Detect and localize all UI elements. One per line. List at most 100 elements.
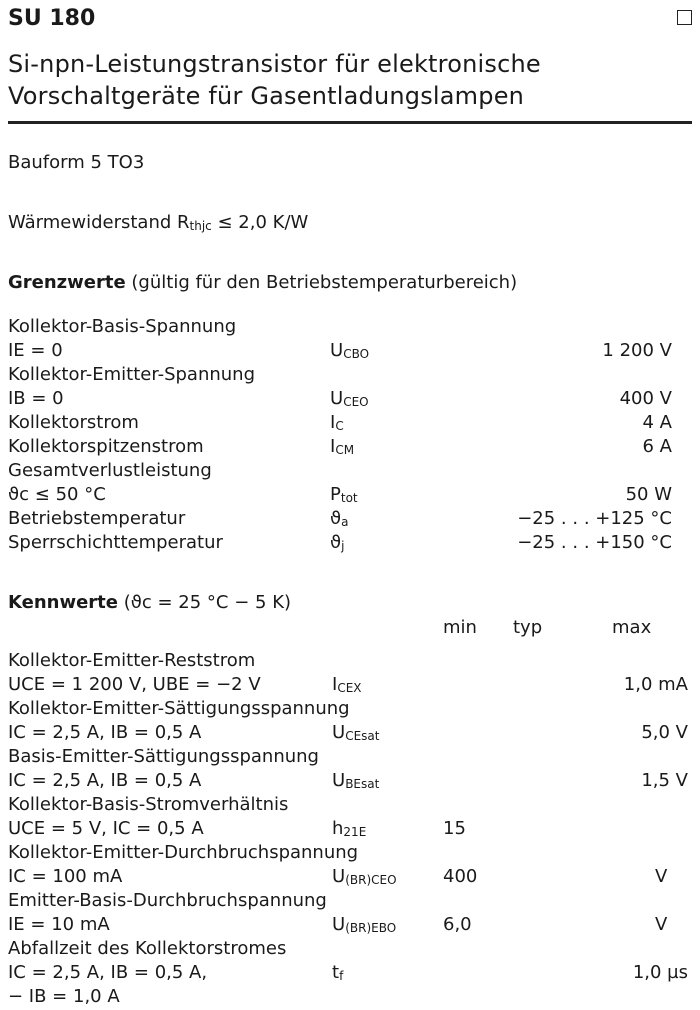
row-label: Betriebstemperatur xyxy=(8,508,186,529)
table-row: Kollektorspitzenstrom ICM 6 A xyxy=(0,436,700,460)
symbol: IC xyxy=(330,412,344,433)
value: 400 V xyxy=(619,388,672,409)
value: 6 A xyxy=(642,436,673,457)
page-title: SU 180 xyxy=(8,6,96,31)
note: (ϑc = 25 °C − 5 K) xyxy=(118,592,292,613)
row-label: Gesamtverlustleistung xyxy=(8,460,212,481)
symbol-subscript: CEsat xyxy=(345,729,380,743)
row-label: IB = 0 xyxy=(8,388,64,409)
min-value: 15 xyxy=(443,818,466,839)
symbol-main: U xyxy=(330,388,344,409)
unit: V xyxy=(655,866,668,887)
symbol-subscript: C xyxy=(335,419,344,433)
symbol: U(BR)EBO xyxy=(332,914,396,935)
symbol-main: U xyxy=(330,340,344,361)
symbol: Ptot xyxy=(330,484,358,505)
max-value: 1,0 mA xyxy=(623,674,688,695)
kennwerte-heading: Kennwerte (ϑc = 25 °C − 5 K) xyxy=(8,592,291,613)
symbol-main: U xyxy=(332,722,346,743)
subtitle-line-2: Vorschaltgeräte für Gasentladungslampen xyxy=(8,82,525,110)
row-label: Kollektorstrom xyxy=(8,412,139,433)
subtitle-line-1: Si-npn-Leistungstransistor für elektroni… xyxy=(8,50,541,78)
note: (gültig für den Betriebstemperaturbereic… xyxy=(125,272,518,293)
row-label: IE = 0 xyxy=(8,340,63,361)
row-label: UCE = 1 200 V, UBE = −2 V xyxy=(8,674,261,695)
max-value: 1,5 V xyxy=(641,770,688,791)
waermewiderstand: Wärmewiderstand Rthjc ≤ 2,0 K/W xyxy=(8,212,308,233)
symbol: UCEsat xyxy=(332,722,379,743)
row-label: IC = 2,5 A, IB = 0,5 A xyxy=(8,722,202,743)
symbol: UCEO xyxy=(330,388,369,409)
bauform: Bauform 5 TO3 xyxy=(8,152,145,173)
value: −25 . . . +150 °C xyxy=(517,532,672,553)
table-row: Kollektor-Basis-Stromverhältnis xyxy=(0,794,700,818)
row-label: Kollektor-Basis-Spannung xyxy=(8,316,237,337)
row-label: Kollektor-Emitter-Durchbruchspannung xyxy=(8,842,359,863)
symbol: UCBO xyxy=(330,340,369,361)
symbol: ICM xyxy=(330,436,354,457)
value: −25 . . . +125 °C xyxy=(517,508,672,529)
symbol-subscript: a xyxy=(341,515,349,529)
symbol: ICEX xyxy=(332,674,362,695)
symbol-subscript: 21E xyxy=(343,825,367,839)
row-label: Basis-Emitter-Sättigungsspannung xyxy=(8,746,319,767)
symbol-subscript: CEO xyxy=(343,395,369,409)
symbol-subscript: (BR)EBO xyxy=(345,921,397,935)
table-row: Kollektor-Emitter-Spannung xyxy=(0,364,700,388)
row-label: Kollektor-Emitter-Spannung xyxy=(8,364,256,385)
symbol: ϑa xyxy=(330,508,349,529)
heading: Kennwerte xyxy=(8,592,118,613)
symbol: U(BR)CEO xyxy=(332,866,397,887)
table-row: Kollektor-Emitter-Sättigungsspannung xyxy=(0,698,700,722)
table-row: Emitter-Basis-Durchbruchspannung xyxy=(0,890,700,914)
value: 50 W xyxy=(625,484,672,505)
table-row: UCE = 5 V, IC = 0,5 A h21E 15 xyxy=(0,818,700,842)
row-label: UCE = 5 V, IC = 0,5 A xyxy=(8,818,204,839)
symbol-subscript: f xyxy=(339,969,344,983)
symbol: ϑj xyxy=(330,532,345,553)
symbol-main: ϑ xyxy=(330,508,342,529)
table-row: IE = 0 UCBO 1 200 V xyxy=(0,340,700,364)
table-row: Abfallzeit des Kollektorstromes xyxy=(0,938,700,962)
table-row: IC = 2,5 A, IB = 0,5 A, tf 1,0 µs xyxy=(0,962,700,986)
subscript: thjc xyxy=(189,219,212,233)
row-label: IC = 2,5 A, IB = 0,5 A xyxy=(8,770,202,791)
symbol-subscript: BEsat xyxy=(345,777,380,791)
divider xyxy=(8,121,692,124)
table-row: Kollektor-Emitter-Durchbruchspannung xyxy=(0,842,700,866)
symbol-main: h xyxy=(332,818,344,839)
row-label: IC = 2,5 A, IB = 0,5 A, xyxy=(8,962,208,983)
label: Wärmewiderstand R xyxy=(8,212,190,233)
symbol: h21E xyxy=(332,818,366,839)
col-max: max xyxy=(612,617,652,638)
row-label: IC = 100 mA xyxy=(8,866,123,887)
row-label: Emitter-Basis-Durchbruchspannung xyxy=(8,890,327,911)
symbol-main: P xyxy=(330,484,341,505)
unit: V xyxy=(655,914,668,935)
symbol-subscript: tot xyxy=(340,491,358,505)
symbol-subscript: CBO xyxy=(343,347,370,361)
table-row: Gesamtverlustleistung xyxy=(0,460,700,484)
value: 1 200 V xyxy=(602,340,672,361)
value: ≤ 2,0 K/W xyxy=(211,212,309,233)
row-label: − IB = 1,0 A xyxy=(8,986,120,1007)
symbol-main: I xyxy=(330,436,336,457)
table-row: IB = 0 UCEO 400 V xyxy=(0,388,700,412)
row-label: Sperrschichttemperatur xyxy=(8,532,223,553)
col-min: min xyxy=(443,617,477,638)
row-label: Kollektor-Emitter-Sättigungsspannung xyxy=(8,698,350,719)
symbol-subscript: (BR)CEO xyxy=(345,873,397,887)
row-label: Abfallzeit des Kollektorstromes xyxy=(8,938,287,959)
table-row: ϑc ≤ 50 °C Ptot 50 W xyxy=(0,484,700,508)
symbol-main: U xyxy=(332,914,346,935)
row-label: Kollektor-Emitter-Reststrom xyxy=(8,650,256,671)
table-row: UCE = 1 200 V, UBE = −2 V ICEX 1,0 mA xyxy=(0,674,700,698)
grenzwerte-heading: Grenzwerte (gültig für den Betriebstempe… xyxy=(8,272,517,293)
symbol: UBEsat xyxy=(332,770,379,791)
table-row: − IB = 1,0 A xyxy=(0,986,700,1010)
row-label: Kollektor-Basis-Stromverhältnis xyxy=(8,794,289,815)
symbol-subscript: j xyxy=(341,539,345,553)
table-row: Sperrschichttemperatur ϑj −25 . . . +150 °… xyxy=(0,532,700,556)
max-value: 1,0 µs xyxy=(632,962,688,983)
symbol-subscript: CM xyxy=(335,443,355,457)
